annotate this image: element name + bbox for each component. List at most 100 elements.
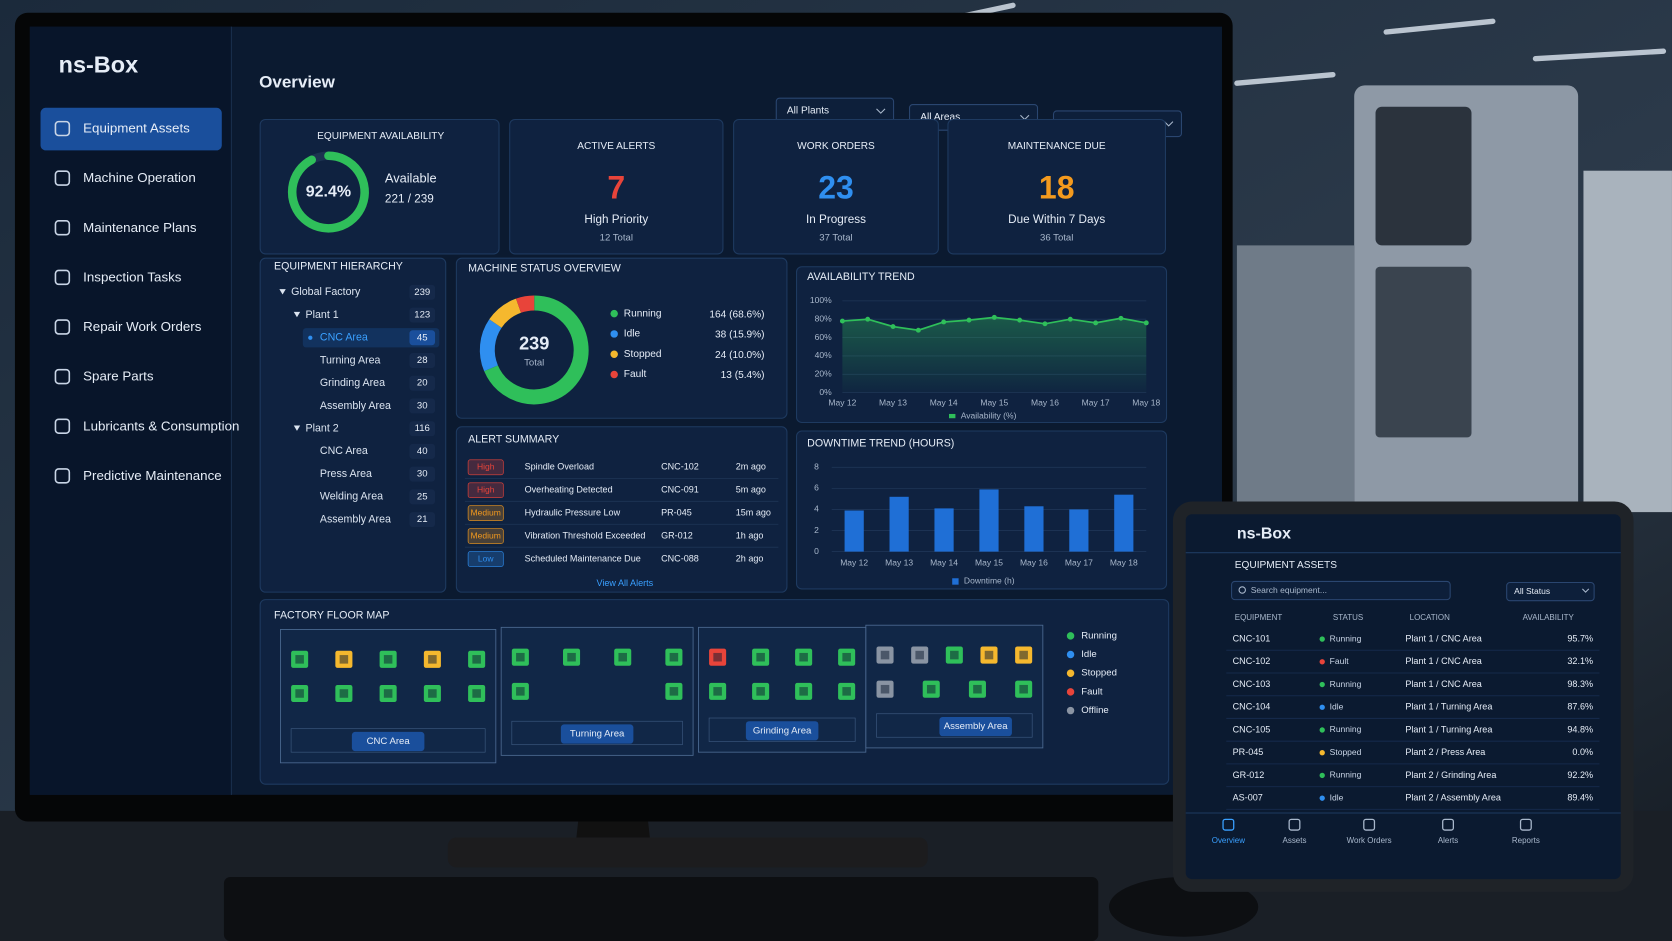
x-tick-label: May 17 xyxy=(1082,398,1110,408)
machine-icon-inner xyxy=(383,655,393,664)
trend-point xyxy=(1042,321,1048,327)
brand: ns-Box xyxy=(59,51,138,77)
machine-icon-inner xyxy=(472,689,481,698)
tree-label[interactable]: CNC Area xyxy=(320,445,368,457)
legend-label: Offline xyxy=(1081,705,1109,716)
tab-label[interactable]: Assets xyxy=(1283,836,1307,845)
kpi-count: 221 / 239 xyxy=(385,193,434,206)
status-dot xyxy=(1319,795,1325,801)
tree-label[interactable]: Grinding Area xyxy=(320,377,385,389)
tab-label[interactable]: Work Orders xyxy=(1347,836,1392,845)
tab-label[interactable]: Alerts xyxy=(1438,836,1458,845)
bar xyxy=(979,489,999,552)
cell-status: Running xyxy=(1330,724,1362,734)
machine-icon-inner xyxy=(756,652,765,662)
x-tick-label: May 18 xyxy=(1110,558,1138,568)
zone-label-bg xyxy=(560,724,634,744)
x-tick-label: May 16 xyxy=(1020,558,1048,568)
nav-item[interactable]: Equipment Assets xyxy=(83,121,190,136)
floor-zone-inner xyxy=(708,717,856,742)
nav-item[interactable]: Machine Operation xyxy=(83,170,196,185)
cell-availability: 94.8% xyxy=(1567,724,1593,734)
y-tick-label: 100% xyxy=(810,295,832,305)
cell-equipment: GR-012 xyxy=(1233,770,1265,780)
zone-label: Grinding Area xyxy=(753,725,812,736)
cell-availability: 87.6% xyxy=(1567,702,1593,712)
view-all-link[interactable]: View All Alerts xyxy=(597,578,654,588)
column-header: LOCATION xyxy=(1410,613,1450,622)
kpi-value: 7 xyxy=(607,169,625,205)
trend-point xyxy=(865,316,871,322)
kpi-total: 37 Total xyxy=(819,232,852,243)
nav-item[interactable]: Lubricants & Consumption xyxy=(83,418,239,433)
kpi-title: EQUIPMENT AVAILABILITY xyxy=(317,131,444,142)
tree-label[interactable]: Global Factory xyxy=(291,286,361,298)
alert-message: Vibration Threshold Exceeded xyxy=(525,531,646,541)
tree-label[interactable]: Plant 2 xyxy=(305,422,338,434)
count-badge xyxy=(409,466,436,482)
cell-location: Plant 1 / CNC Area xyxy=(1405,633,1482,643)
data-label: 38 (15.9%) xyxy=(715,330,765,341)
legend-dot xyxy=(1066,632,1075,640)
tree-label[interactable]: Turning Area xyxy=(320,354,381,366)
machine-icon-inner xyxy=(516,652,525,662)
alert-time: 15m ago xyxy=(736,508,771,518)
y-tick-label: 2 xyxy=(814,525,819,535)
trend-point xyxy=(941,319,947,325)
tab-label[interactable]: Reports xyxy=(1512,836,1540,845)
kpi-sub: In Progress xyxy=(806,213,866,226)
machine-bg xyxy=(1236,245,1355,523)
nav-item[interactable]: Predictive Maintenance xyxy=(83,468,222,483)
tree-label[interactable]: Welding Area xyxy=(320,491,383,503)
data-label: 13 (5.4%) xyxy=(721,370,765,381)
column-header: STATUS xyxy=(1333,613,1363,622)
count-badge xyxy=(409,307,436,323)
alert-time: 2h ago xyxy=(736,553,764,563)
bar xyxy=(1114,494,1134,552)
status-filter-label[interactable]: All Status xyxy=(1514,586,1550,596)
tab-icon xyxy=(1363,818,1376,831)
status-dot xyxy=(1319,772,1325,779)
panel xyxy=(733,118,939,255)
y-tick-label: 6 xyxy=(814,483,819,493)
tree-label[interactable]: Press Area xyxy=(320,468,372,480)
tab-label[interactable]: Overview xyxy=(1212,836,1245,845)
nav-item[interactable]: Spare Parts xyxy=(83,369,154,384)
status-dot xyxy=(1319,681,1325,688)
status-filter[interactable] xyxy=(1506,581,1595,602)
search-box[interactable] xyxy=(1231,580,1451,601)
nav-item[interactable]: Inspection Tasks xyxy=(83,269,182,284)
y-tick-label: 4 xyxy=(814,504,819,514)
legend-dot xyxy=(1066,706,1075,715)
legend-dot xyxy=(610,350,618,358)
trend-point xyxy=(1017,317,1023,323)
y-tick-label: 60% xyxy=(815,332,832,342)
kpi-value: 92.4% xyxy=(306,183,351,200)
filter-label[interactable]: All Plants xyxy=(787,106,829,117)
tree-label[interactable]: Plant 1 xyxy=(305,309,338,321)
legend-dot xyxy=(610,330,618,338)
tree-label[interactable]: Assembly Area xyxy=(320,513,391,525)
trend-point xyxy=(1067,316,1073,322)
alert-equipment: GR-012 xyxy=(661,531,693,541)
nav-item[interactable]: Maintenance Plans xyxy=(83,220,197,235)
chevron xyxy=(876,108,886,114)
machine-icon-inner xyxy=(973,684,982,694)
legend-label: Stopped xyxy=(1081,668,1117,679)
machine-icon-inner xyxy=(915,650,924,660)
search-placeholder[interactable]: Search equipment... xyxy=(1251,585,1327,595)
donut-total: 239 xyxy=(519,333,549,353)
y-tick-label: 8 xyxy=(814,462,819,472)
x-tick-label: May 14 xyxy=(930,398,958,408)
alert-level: Medium xyxy=(471,507,501,517)
panel xyxy=(947,118,1166,255)
tree-label[interactable]: Assembly Area xyxy=(320,400,391,412)
tree-label[interactable]: CNC Area xyxy=(320,332,368,344)
donut-segment xyxy=(479,319,502,372)
donut-segment xyxy=(515,295,535,313)
filter-label[interactable]: All Areas xyxy=(920,112,960,123)
tree-count: 123 xyxy=(414,310,430,321)
cell-equipment: CNC-104 xyxy=(1233,702,1271,712)
status-dot xyxy=(1319,750,1325,756)
nav-item[interactable]: Repair Work Orders xyxy=(83,319,202,334)
